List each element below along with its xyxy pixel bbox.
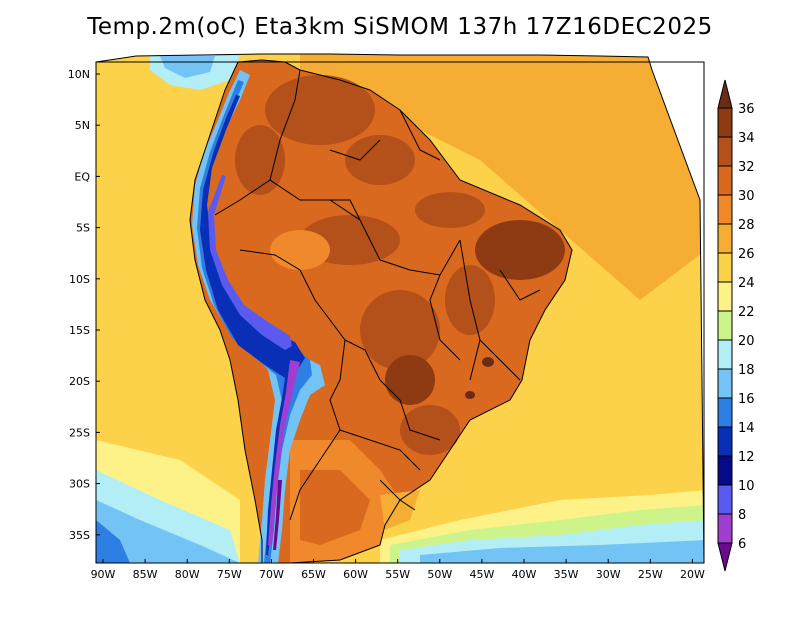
map-border (95, 61, 705, 564)
lon-tick-label: 85W (133, 568, 158, 581)
lat-tick-label: 5N (75, 119, 90, 132)
colorbar-label: 32 (738, 160, 755, 175)
lon-tick-label: 90W (91, 568, 116, 581)
lon-tick-label: 70W (259, 568, 284, 581)
colorbar-label: 22 (738, 305, 755, 320)
lat-tick-label: 10S (69, 273, 90, 286)
colorbar-band (717, 252, 733, 283)
latitude-axis: 10N 5N EQ 5S 10S 15S 20S 25S 30S 35S (68, 68, 100, 542)
colorbar-label: 14 (738, 421, 755, 436)
colorbar-band (717, 310, 733, 341)
colorbar-label: 18 (738, 363, 755, 378)
lat-tick-label: 30S (69, 478, 90, 491)
colorbar-band (717, 368, 733, 399)
colorbar-top-arrow (717, 79, 733, 109)
colorbar-band (717, 426, 733, 457)
colorbar-label: 28 (738, 218, 755, 233)
colorbar-label: 8 (738, 508, 746, 523)
map-title: Temp.2m(oC) Eta3km SiSMOM 137h 17Z16DEC2… (87, 14, 713, 40)
lon-tick-label: 40W (512, 568, 537, 581)
country-borders (189, 59, 573, 563)
lat-tick-label: 25S (69, 426, 90, 439)
colorbar-band (717, 484, 733, 515)
colorbar-band (717, 513, 733, 544)
colorbar-label: 12 (738, 450, 755, 465)
lon-tick-label: 50W (427, 568, 452, 581)
colorbar-band (717, 107, 733, 138)
lon-tick-label: 75W (217, 568, 242, 581)
colorbar-band (717, 194, 733, 225)
colorbar-label: 30 (738, 189, 755, 204)
lat-tick-label: EQ (74, 170, 90, 183)
map-frame (95, 53, 705, 564)
lon-tick-label: 20W (680, 568, 705, 581)
colorbar-band (717, 397, 733, 428)
lon-tick-label: 45W (469, 568, 494, 581)
colorbar-label: 24 (738, 276, 755, 291)
colorbar-label: 6 (738, 537, 746, 552)
colorbar-label: 10 (738, 479, 755, 494)
colorbar-bottom-arrow (717, 542, 733, 572)
longitude-axis: 90W 85W 80W 75W 70W 65W 60W 55W 50W 45W 40W 35W 30W 2… (91, 559, 705, 581)
colorbar-band (717, 455, 733, 486)
lat-tick-label: 5S (76, 222, 90, 235)
colorbar-band (717, 165, 733, 196)
colorbar-band (717, 136, 733, 167)
colorbar-label: 20 (738, 334, 755, 349)
lat-tick-label: 10N (68, 68, 90, 81)
lon-tick-label: 30W (596, 568, 621, 581)
colorbar-band (717, 339, 733, 370)
temperature-field (96, 54, 704, 563)
lon-tick-label: 35W (554, 568, 579, 581)
lon-tick-label: 60W (343, 568, 368, 581)
colorbar-label: 26 (738, 247, 755, 262)
colorbar-band (717, 281, 733, 312)
lat-tick-label: 20S (69, 375, 90, 388)
lon-tick-label: 65W (301, 568, 326, 581)
andes-cold-belt (192, 70, 325, 563)
colorbar-legend: 36 34 32 30 28 26 24 22 20 18 16 14 12 10 8 6 (717, 79, 755, 572)
colorbar-label: 34 (738, 131, 755, 146)
lon-tick-label: 25W (638, 568, 663, 581)
colorbar-label: 16 (738, 392, 755, 407)
lon-tick-label: 55W (385, 568, 410, 581)
lon-tick-label: 80W (175, 568, 200, 581)
colorbar-label: 36 (738, 102, 755, 117)
lat-tick-label: 35S (69, 529, 90, 542)
colorbar-band (717, 223, 733, 254)
lat-tick-label: 15S (69, 324, 90, 337)
